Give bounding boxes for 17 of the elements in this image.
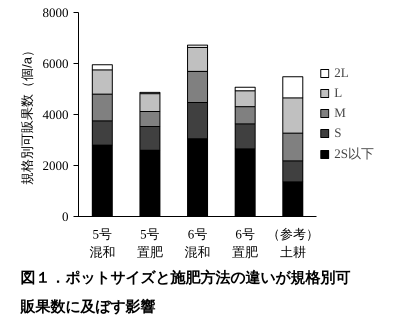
legend-label: S	[334, 125, 342, 141]
legend-label: 2S以下	[334, 145, 374, 163]
x-tick-label: 5号混和	[89, 226, 116, 260]
x-tick-label: 6号混和	[184, 226, 211, 260]
y-axis-title: 規格別可販果数（個/a）	[20, 44, 34, 185]
x-tick-label: （参考）土耕	[266, 226, 319, 260]
legend-label: 2L	[334, 65, 350, 81]
x-tick-label: 5号置肥	[136, 226, 163, 260]
x-tick-label: 6号置肥	[232, 226, 258, 260]
y-tick-label: 4000	[42, 107, 68, 122]
y-tick-label: 6000	[42, 56, 68, 71]
y-tick-label: 2000	[42, 158, 68, 173]
y-tick-label: 8000	[42, 5, 68, 20]
text: 図１．ポットサイズと施肥方法の違いが規格別可販果数に及ぼす影響	[20, 268, 350, 316]
legend-label: M	[334, 105, 347, 121]
legend-label: L	[334, 85, 344, 101]
y-tick-label: 0	[62, 209, 68, 224]
